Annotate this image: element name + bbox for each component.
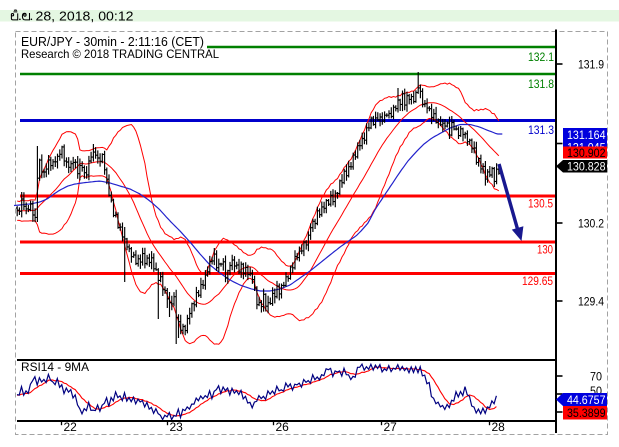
svg-text:28, 2018, 00:12: 28, 2018, 00:12 bbox=[36, 8, 134, 23]
svg-text:EUR/JPY - 30min - 2:11:16 (CET: EUR/JPY - 30min - 2:11:16 (CET) bbox=[21, 35, 204, 49]
svg-text:35.3899: 35.3899 bbox=[567, 406, 606, 420]
svg-text:130.902: 130.902 bbox=[567, 146, 606, 160]
svg-text:130: 130 bbox=[537, 243, 553, 257]
svg-text:Research © 2018 TRADING CENTRA: Research © 2018 TRADING CENTRAL bbox=[21, 47, 219, 61]
svg-text:44.6757: 44.6757 bbox=[567, 393, 606, 407]
svg-text:28: 28 bbox=[492, 420, 506, 434]
svg-text:131.9: 131.9 bbox=[578, 57, 604, 71]
svg-text:129.65: 129.65 bbox=[522, 274, 553, 288]
svg-text:131.3: 131.3 bbox=[528, 123, 554, 137]
svg-text:22: 22 bbox=[64, 420, 78, 434]
svg-text:131.164: 131.164 bbox=[567, 128, 606, 142]
svg-text:130.828: 130.828 bbox=[567, 160, 606, 174]
svg-text:27: 27 bbox=[384, 420, 398, 434]
svg-text:129.4: 129.4 bbox=[578, 294, 604, 308]
svg-text:23: 23 bbox=[170, 420, 184, 434]
svg-text:130.2: 130.2 bbox=[578, 216, 604, 230]
svg-text:132.1: 132.1 bbox=[528, 50, 554, 64]
svg-text:RSI14 - 9MA: RSI14 - 9MA bbox=[21, 360, 89, 374]
svg-text:130.5: 130.5 bbox=[528, 197, 553, 211]
svg-text:26: 26 bbox=[276, 420, 290, 434]
svg-text:131.8: 131.8 bbox=[528, 77, 554, 91]
svg-text:70: 70 bbox=[590, 369, 602, 383]
